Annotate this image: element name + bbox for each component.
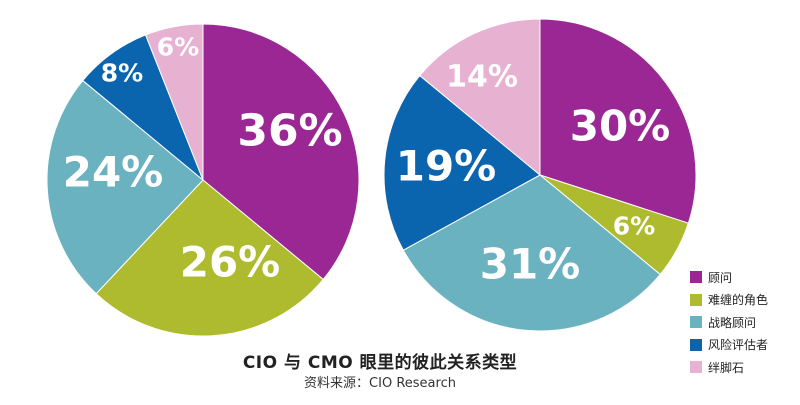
pie-left-value-label: 36% bbox=[237, 106, 342, 157]
legend-item: 难缠的角色 bbox=[690, 291, 768, 309]
pie-right-value-label: 31% bbox=[480, 240, 581, 289]
pie-right-slice-3 bbox=[383, 74, 541, 251]
legend-item: 绊脚石 bbox=[690, 358, 768, 376]
legend-label: 风险评估者 bbox=[708, 338, 769, 352]
legend-swatch bbox=[690, 271, 702, 283]
pie-left-slice-1 bbox=[95, 179, 324, 337]
pie-right-slice-2 bbox=[402, 174, 661, 332]
pie-left-value-label: 26% bbox=[180, 238, 281, 287]
pie-right-value-label: 30% bbox=[570, 102, 671, 151]
pie-left-slice-2 bbox=[46, 79, 204, 295]
legend: 顾问难缠的角色战略顾问风险评估者绊脚石 bbox=[690, 268, 768, 381]
legend-swatch bbox=[690, 338, 702, 351]
legend-item: 风险评估者 bbox=[690, 336, 768, 354]
pie-chart-right: 30% 6% 31% 19% 14% bbox=[383, 18, 697, 332]
source-note: 资料来源：CIO Research bbox=[304, 376, 456, 391]
legend-item: 战略顾问 bbox=[690, 313, 768, 331]
legend-label: 顾问 bbox=[708, 270, 733, 285]
pie-right-value-label: 19% bbox=[396, 142, 497, 191]
legend-swatch bbox=[690, 361, 702, 373]
pie-left-value-label: 24% bbox=[63, 148, 164, 197]
legend-label: 战略顾问 bbox=[708, 315, 757, 330]
pie-right-slice-4 bbox=[419, 18, 541, 177]
pie-chart-left: 36% 26% 24% 8% 6% bbox=[46, 23, 360, 337]
pie-left-value-label: 8% bbox=[101, 59, 143, 88]
chart-title: CIO 与 CMO 眼里的彼此关系类型 bbox=[242, 353, 518, 373]
pie-right-slice-0 bbox=[539, 18, 697, 224]
legend-label: 绊脚石 bbox=[708, 360, 745, 375]
legend-swatch bbox=[690, 316, 702, 328]
pie-left-slice-0 bbox=[202, 23, 360, 281]
pie-right-value-label: 6% bbox=[613, 212, 655, 241]
pie-right-value-label: 14% bbox=[446, 60, 518, 95]
legend-item: 顾问 bbox=[690, 268, 768, 286]
legend-label: 难缠的角色 bbox=[708, 293, 769, 307]
pie-left-value-label: 6% bbox=[157, 33, 199, 62]
legend-swatch bbox=[690, 293, 702, 306]
pie-left-slice-4 bbox=[144, 23, 204, 181]
